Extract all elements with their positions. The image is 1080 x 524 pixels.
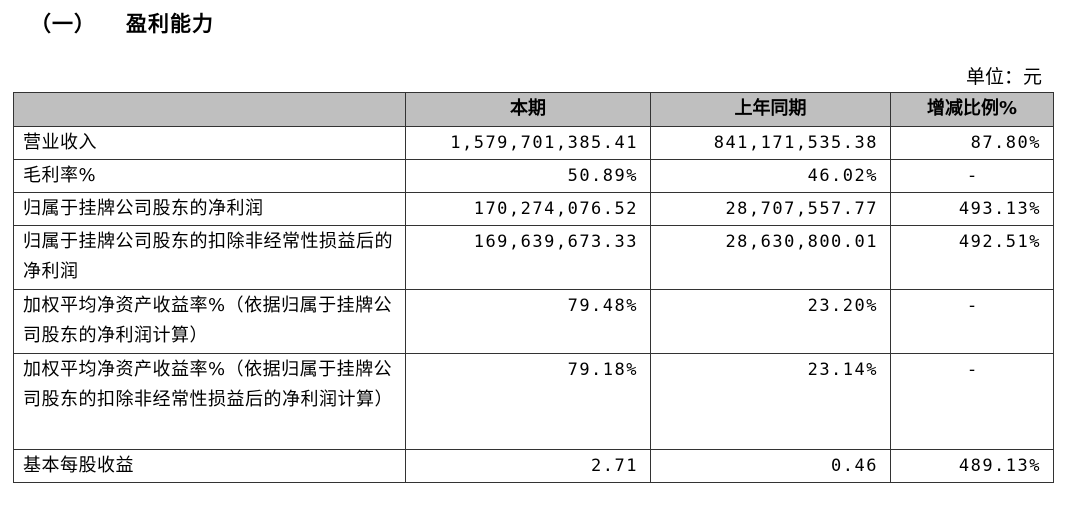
header-item [13, 92, 406, 127]
current-value: 2.71 [405, 449, 651, 483]
change-value: 493.13% [890, 192, 1054, 226]
header-change-percent: 增减比例% [890, 92, 1054, 127]
current-value: 169,639,673.33 [405, 225, 651, 290]
current-value: 79.48% [405, 289, 651, 354]
prior-value: 23.14% [650, 353, 891, 450]
prior-value: 841,171,535.38 [650, 126, 891, 160]
section-number: （一） [30, 12, 96, 36]
change-value: 492.51% [890, 225, 1054, 290]
row-label: 加权平均净资产收益率%（依据归属于挂牌公司股东的扣除非经常性损益后的净利润计算） [13, 353, 406, 450]
row-label: 归属于挂牌公司股东的扣除非经常性损益后的净利润 [13, 225, 406, 290]
current-value: 79.18% [405, 353, 651, 450]
section-heading: （一） 盈利能力 [30, 8, 214, 38]
prior-value: 46.02% [650, 159, 891, 193]
profitability-table: 本期 上年同期 增减比例% 营业收入 1,579,701,385.41 841,… [13, 92, 1054, 483]
row-label: 加权平均净资产收益率%（依据归属于挂牌公司股东的净利润计算） [13, 289, 406, 354]
table-row: 归属于挂牌公司股东的扣除非经常性损益后的净利润 169,639,673.33 2… [13, 225, 1054, 290]
change-value: 489.13% [890, 449, 1054, 483]
table-row: 营业收入 1,579,701,385.41 841,171,535.38 87.… [13, 126, 1054, 160]
table-row: 毛利率% 50.89% 46.02% - [13, 159, 1054, 193]
row-label: 基本每股收益 [13, 449, 406, 483]
row-label: 毛利率% [13, 159, 406, 193]
table-row: 加权平均净资产收益率%（依据归属于挂牌公司股东的扣除非经常性损益后的净利润计算）… [13, 353, 1054, 450]
current-value: 50.89% [405, 159, 651, 193]
prior-value: 0.46 [650, 449, 891, 483]
header-current-period: 本期 [405, 92, 651, 127]
table-row: 加权平均净资产收益率%（依据归属于挂牌公司股东的净利润计算） 79.48% 23… [13, 289, 1054, 354]
section-title: 盈利能力 [126, 12, 214, 36]
header-prior-period: 上年同期 [650, 92, 891, 127]
row-label: 营业收入 [13, 126, 406, 160]
change-value: - [890, 289, 1054, 354]
table-row: 归属于挂牌公司股东的净利润 170,274,076.52 28,707,557.… [13, 192, 1054, 226]
change-value: - [890, 353, 1054, 450]
change-value: - [890, 159, 1054, 193]
current-value: 170,274,076.52 [405, 192, 651, 226]
prior-value: 23.20% [650, 289, 891, 354]
unit-label: 单位：元 [965, 66, 1042, 88]
current-value: 1,579,701,385.41 [405, 126, 651, 160]
table-row: 基本每股收益 2.71 0.46 489.13% [13, 449, 1054, 483]
table-header-row: 本期 上年同期 增减比例% [13, 92, 1054, 127]
row-label: 归属于挂牌公司股东的净利润 [13, 192, 406, 226]
prior-value: 28,707,557.77 [650, 192, 891, 226]
prior-value: 28,630,800.01 [650, 225, 891, 290]
change-value: 87.80% [890, 126, 1054, 160]
